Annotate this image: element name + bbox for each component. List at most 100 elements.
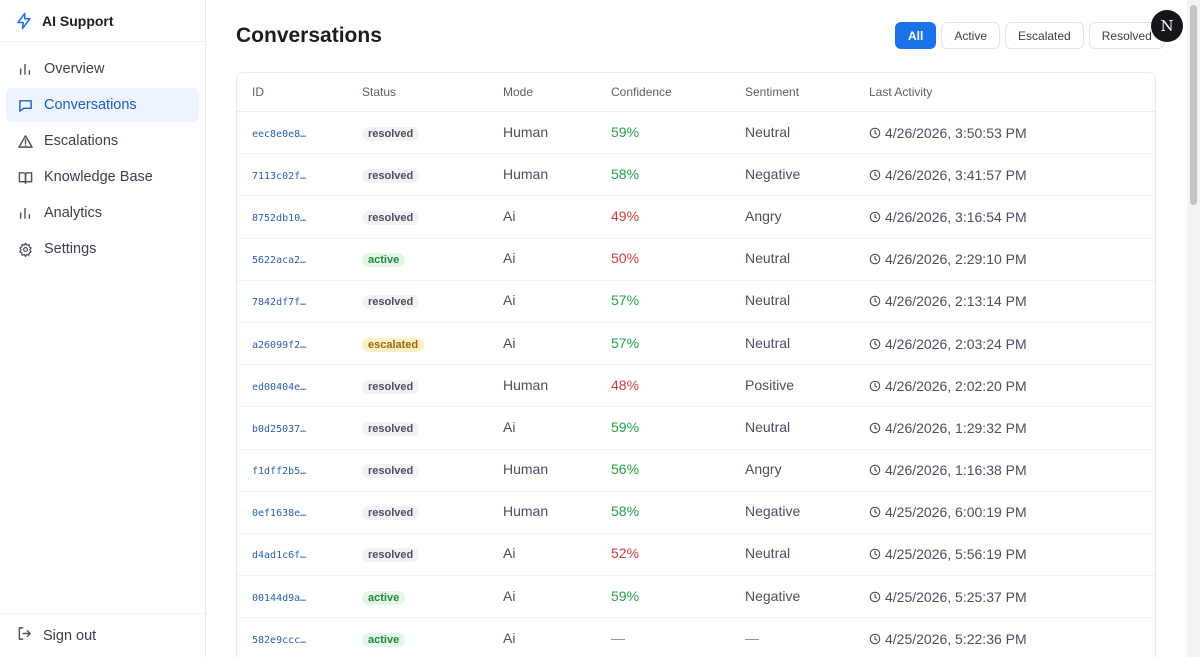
last-activity-cell: 4/26/2026, 2:02:20 PM (869, 378, 1155, 394)
table-row[interactable]: b0d25037… resolved Ai 59% Neutral 4/26/2026, … (237, 407, 1155, 450)
sidebar-item-conversations[interactable]: Conversations (6, 88, 199, 122)
confidence-cell: — (611, 629, 625, 646)
last-activity-cell: 4/25/2026, 5:56:19 PM (869, 546, 1155, 562)
conversation-id-link[interactable]: 0ef1638e… (252, 508, 307, 520)
status-badge: active (362, 253, 406, 268)
conversation-id-link[interactable]: f1dff2b5… (252, 466, 307, 478)
mode-cell: Human (503, 165, 549, 182)
sentiment-cell: Neutral (745, 123, 791, 140)
book-icon (17, 169, 33, 185)
conversation-id-link[interactable]: eec8e0e8… (252, 128, 307, 140)
last-activity-text: 4/25/2026, 5:56:19 PM (885, 546, 1027, 563)
column-header-status[interactable]: Status (362, 85, 397, 99)
status-badge: resolved (362, 210, 420, 225)
chat-icon (17, 97, 33, 113)
conversation-id-link[interactable]: 7842df7f… (252, 297, 307, 309)
confidence-cell: 59% (611, 123, 640, 140)
status-badge: escalated (362, 337, 425, 352)
sidebar-item-overview[interactable]: Overview (6, 52, 199, 86)
sentiment-cell: — (745, 629, 759, 646)
mode-cell: Ai (503, 292, 516, 309)
user-avatar[interactable]: N (1151, 10, 1183, 42)
table-row[interactable]: 7842df7f… resolved Ai 57% Neutral 4/26/2026, … (237, 281, 1155, 323)
confidence-cell: 48% (611, 376, 640, 393)
table-row[interactable]: 00144d9a… active Ai 59% Negative 4/25/2026, 5… (237, 576, 1155, 619)
sidebar-item-label: Overview (44, 61, 105, 77)
table-row[interactable]: 582e9ccc… active Ai — — 4/25/2026, 5:22:36 PM (237, 618, 1155, 657)
clock-icon (869, 253, 881, 265)
last-activity-text: 4/26/2026, 2:13:14 PM (885, 293, 1027, 310)
clock-icon (869, 338, 881, 350)
conversation-id-link[interactable]: 00144d9a… (252, 592, 307, 604)
sidebar-item-settings[interactable]: Settings (6, 232, 199, 266)
sidebar-item-knowledge-base[interactable]: Knowledge Base (6, 160, 199, 194)
column-header-sentiment[interactable]: Sentiment (745, 85, 800, 99)
sentiment-cell: Neutral (745, 418, 791, 435)
conversation-id-link[interactable]: ed00404e… (252, 381, 307, 393)
sign-out-icon (17, 626, 32, 645)
filter-all-button[interactable]: All (895, 22, 937, 49)
mode-cell: Ai (503, 250, 516, 267)
mode-cell: Human (503, 503, 549, 520)
sidebar-item-label: Settings (44, 241, 97, 257)
sidebar-item-analytics[interactable]: Analytics (6, 196, 199, 230)
last-activity-text: 4/26/2026, 1:16:38 PM (885, 462, 1027, 479)
filter-escalated-button[interactable]: Escalated (1005, 22, 1084, 49)
mode-cell: Human (503, 123, 549, 140)
mode-cell: Human (503, 461, 549, 478)
last-activity-text: 4/25/2026, 6:00:19 PM (885, 504, 1027, 521)
table-row[interactable]: 7113c02f… resolved Human 58% Negative 4/26/20… (237, 154, 1155, 197)
column-header-mode[interactable]: Mode (503, 85, 534, 99)
sentiment-cell: Neutral (745, 334, 791, 351)
table-row[interactable]: eec8e0e8… resolved Human 59% Neutral 4/26/202… (237, 112, 1155, 155)
filter-active-button[interactable]: Active (941, 22, 1001, 49)
clock-icon (869, 591, 881, 603)
conversation-id-link[interactable]: 5622aca2… (252, 255, 307, 267)
conversation-id-link[interactable]: a26099f2… (252, 339, 307, 351)
confidence-cell: 56% (611, 461, 640, 478)
scrollbar-thumb[interactable] (1190, 5, 1197, 205)
clock-icon (869, 548, 881, 560)
conversation-id-link[interactable]: d4ad1c6f… (252, 550, 307, 562)
table-row[interactable]: ed00404e… resolved Human 48% Positive 4/26/20… (237, 365, 1155, 408)
clock-icon (869, 295, 881, 307)
sidebar-footer: Sign out (0, 613, 205, 657)
conversation-id-link[interactable]: 8752db10… (252, 212, 307, 224)
mode-cell: Ai (503, 587, 516, 604)
brand: AI Support (0, 0, 205, 42)
table-header: ID Status Mode Confidence Sentiment Last… (237, 73, 1155, 112)
sign-out-button[interactable]: Sign out (17, 626, 96, 645)
confidence-cell: 58% (611, 503, 640, 520)
sidebar-item-label: Knowledge Base (44, 169, 153, 185)
clock-icon (869, 127, 881, 139)
table-row[interactable]: 5622aca2… active Ai 50% Neutral 4/26/2026, 2:… (237, 239, 1155, 281)
conversation-id-link[interactable]: 7113c02f… (252, 170, 307, 182)
table-row[interactable]: 8752db10… resolved Ai 49% Angry 4/26/2026, 3:… (237, 196, 1155, 239)
column-header-id[interactable]: ID (252, 85, 264, 99)
sentiment-cell: Positive (745, 376, 795, 393)
conversation-id-link[interactable]: 582e9ccc… (252, 634, 307, 646)
status-badge: resolved (362, 168, 420, 183)
main-content: Conversations All Active Escalated Resol… (207, 0, 1187, 657)
last-activity-text: 4/26/2026, 2:03:24 PM (885, 335, 1027, 352)
table-row[interactable]: a26099f2… escalated Ai 57% Neutral 4/26/2026,… (237, 323, 1155, 366)
sign-out-label: Sign out (43, 627, 97, 644)
status-badge: resolved (362, 295, 420, 310)
clock-icon (869, 380, 881, 392)
page-scrollbar[interactable] (1187, 0, 1200, 657)
warning-icon (17, 133, 33, 149)
last-activity-text: 4/26/2026, 3:16:54 PM (885, 208, 1027, 225)
last-activity-text: 4/26/2026, 2:02:20 PM (885, 377, 1027, 394)
column-header-last-activity[interactable]: Last Activity (869, 85, 933, 99)
sentiment-cell: Neutral (745, 292, 791, 309)
clock-icon (869, 633, 881, 645)
last-activity-cell: 4/26/2026, 1:29:32 PM (869, 420, 1155, 436)
table-row[interactable]: d4ad1c6f… resolved Ai 52% Neutral 4/25/2026, … (237, 534, 1155, 577)
table-row[interactable]: f1dff2b5… resolved Human 56% Angry 4/26/2026,… (237, 450, 1155, 492)
table-row[interactable]: 0ef1638e… resolved Human 58% Negative 4/25/20… (237, 492, 1155, 534)
table-body: eec8e0e8… resolved Human 59% Neutral 4/26/202… (237, 112, 1155, 657)
sidebar-item-escalations[interactable]: Escalations (6, 124, 199, 158)
last-activity-text: 4/25/2026, 5:25:37 PM (885, 588, 1027, 605)
conversation-id-link[interactable]: b0d25037… (252, 423, 307, 435)
column-header-confidence[interactable]: Confidence (611, 85, 672, 99)
